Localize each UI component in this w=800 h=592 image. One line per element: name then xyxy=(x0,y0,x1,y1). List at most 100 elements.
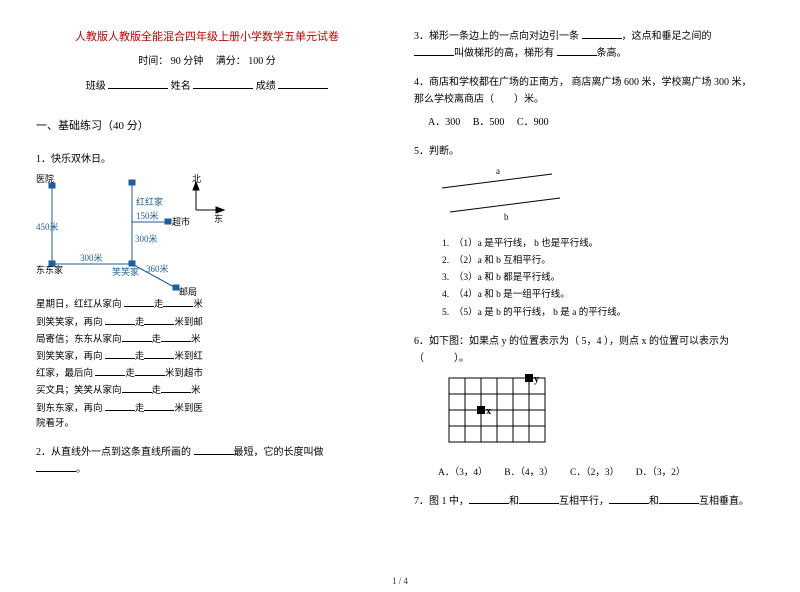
q1-l6a: 买文具；笑笑从家向 xyxy=(36,386,122,396)
q1-l1a: 星期日，红红从家向 xyxy=(36,300,124,310)
q6-x-label: x xyxy=(486,406,491,417)
q4-text: 商店和学校都在广场的正南方， 商店离广场 600 米，学校离广场 300 米，那… xyxy=(414,77,752,105)
q3-b1 xyxy=(582,28,622,39)
q4-opt-a: A．300 xyxy=(428,117,460,128)
q7-e: 互相垂直。 xyxy=(699,496,749,507)
q2-number: 2． xyxy=(36,447,51,458)
q1-l3c: 米 xyxy=(191,335,201,345)
q1-l1c: 米 xyxy=(193,300,203,310)
question-2: 2．从直线外一点到这条直线所画的 最短，它的长度叫做 。 xyxy=(36,444,378,478)
q1-l2b: 走 xyxy=(135,318,145,328)
q1-l1b: 走 xyxy=(154,300,164,310)
q1-b9 xyxy=(95,365,125,376)
q5-s2: 2. （2）a 和 b 互相平行。 xyxy=(442,253,756,269)
question-1: 1．快乐双休日。 xyxy=(36,151,378,432)
q1-l7c: 米到医 xyxy=(174,404,203,414)
q1-l7a: 到东东家，再向 xyxy=(36,404,105,414)
map-hospital: 医院 xyxy=(36,173,54,184)
q4-opt-c: C．900 xyxy=(517,117,549,128)
q5-s1: 1. （1）a 是平行线， b 也是平行线。 xyxy=(442,236,756,252)
q1-b4 xyxy=(144,314,174,325)
q1-l8: 院看牙。 xyxy=(36,419,74,429)
q7-c: 互相平行， xyxy=(559,496,609,507)
left-column: 人教版人教版全能混合四年级上册小学数学五单元试卷 时间： 90 分钟 满分： 1… xyxy=(36,28,378,522)
q1-b14 xyxy=(144,400,174,411)
q1-l6c: 米 xyxy=(191,386,201,396)
q7-b2 xyxy=(519,493,559,504)
class-blank xyxy=(108,78,168,89)
right-column: 3．梯形一条边上的一点向对边引一条 ，这点和垂足之间的 叫做梯形的高，梯形有 条… xyxy=(414,28,756,522)
map-xiao: 笑笑家 xyxy=(112,266,139,277)
q3-d: 条高。 xyxy=(597,48,627,59)
q7-a: 图 1 中， xyxy=(429,496,469,507)
question-5: 5．判断。 a b 1. （1）a 是平行线， b 也是平行线。 2. （2）a… xyxy=(414,143,756,321)
map-north: 北 xyxy=(192,174,201,184)
q5-figure: a b xyxy=(432,166,756,230)
q1-b13 xyxy=(105,400,135,411)
map-dong: 东东家 xyxy=(36,264,63,275)
map-figure: 医院 红红家 超市 东东家 笑笑家 邮局 北 东 450米 150米 300米 … xyxy=(36,172,216,292)
q6-opt-d: D．（3，2） xyxy=(636,468,686,478)
map-d360: 360米 xyxy=(146,263,169,274)
q7-b3 xyxy=(609,493,649,504)
q3-number: 3． xyxy=(414,31,429,42)
q1-paragraph: 星期日，红红从家向 走米 到笑笑家，再向 走米到邮 局寄信；东东从家向走米 到笑… xyxy=(36,296,236,432)
q1-b3 xyxy=(105,314,135,325)
q7-d: 和 xyxy=(649,496,659,507)
subtitle: 时间： 90 分钟 满分： 100 分 xyxy=(36,53,378,70)
q2-a: 从直线外一点到这条直线所画的 xyxy=(51,447,194,458)
q1-l3b: 走 xyxy=(152,335,162,345)
q7-b4 xyxy=(659,493,699,504)
q1-l4a: 到笑笑家，再向 xyxy=(36,352,105,362)
question-7: 7．图 1 中，和互相平行，和互相垂直。 xyxy=(414,493,756,510)
q1-b11 xyxy=(122,382,152,393)
q1-l5c: 米到超市 xyxy=(165,369,203,379)
name-blank xyxy=(193,78,253,89)
q5-statements: 1. （1）a 是平行线， b 也是平行线。 2. （2）a 和 b 互相平行。… xyxy=(414,236,756,321)
q1-b5 xyxy=(122,331,152,342)
q3-b2 xyxy=(414,45,454,56)
q1-b10 xyxy=(135,365,165,376)
q5-text: 判断。 xyxy=(429,146,459,157)
q3-a: 梯形一条边上的一点向对边引一条 xyxy=(429,31,582,42)
q1-b8 xyxy=(144,348,174,359)
q4-number: 4． xyxy=(414,77,429,88)
q5-s4-text: （4）a 和 b 是一组平行线。 xyxy=(459,290,570,300)
q1-l6b: 走 xyxy=(152,386,162,396)
q6-number: 6． xyxy=(414,336,429,347)
q6-figure: x y xyxy=(444,373,756,459)
q5-s4: 4. （4）a 和 b 是一组平行线。 xyxy=(442,287,756,303)
q1-l7b: 走 xyxy=(135,404,145,414)
q2-b1 xyxy=(194,444,234,455)
score-label: 满分： 100 分 xyxy=(216,56,276,67)
map-d150: 150米 xyxy=(136,210,159,221)
q4-opt-b: B．500 xyxy=(473,117,505,128)
q1-b1 xyxy=(124,296,154,307)
student-info: 班级 姓名 成绩 xyxy=(36,78,378,95)
q5-s3-text: （3）a 和 b 都是平行线。 xyxy=(459,273,561,283)
map-east: 东 xyxy=(214,213,223,224)
section-1-heading: 一、基础练习（40 分） xyxy=(36,117,378,136)
question-3: 3．梯形一条边上的一点向对边引一条 ，这点和垂足之间的 叫做梯形的高，梯形有 条… xyxy=(414,28,756,62)
score-blank xyxy=(278,78,328,89)
q1-l3a: 局寄信；东东从家向 xyxy=(36,335,122,345)
q3-b3 xyxy=(557,45,597,56)
q2-c: 。 xyxy=(76,464,86,475)
q5-label-a: a xyxy=(496,166,500,176)
q5-number: 5． xyxy=(414,146,429,157)
q2-b: 最短，它的长度叫做 xyxy=(234,447,324,458)
question-6: 6．如下图：如果点 y 的位置表示为（ 5，4 ），则点 x 的位置可以表示为（… xyxy=(414,333,756,481)
q5-s5: 5. （5）a 是 b 的平行线， b 是 a 的平行线。 xyxy=(442,305,756,321)
q6-opt-a: A．（3，4） xyxy=(438,468,483,478)
q1-l5a: 红家，最后向 xyxy=(36,369,95,379)
q7-b1 xyxy=(469,493,509,504)
time-label: 时间： 90 分钟 xyxy=(138,56,203,67)
q1-l5b: 走 xyxy=(125,369,135,379)
class-label: 班级 xyxy=(86,81,106,92)
q6-opt-c: C．（2，3） xyxy=(570,468,614,478)
q1-text: 快乐双休日。 xyxy=(51,154,111,165)
q1-l4c: 米到红 xyxy=(174,352,203,362)
q7-number: 7． xyxy=(414,496,429,507)
q1-l2a: 到笑笑家，再向 xyxy=(36,318,105,328)
score-label2: 成绩 xyxy=(256,81,276,92)
